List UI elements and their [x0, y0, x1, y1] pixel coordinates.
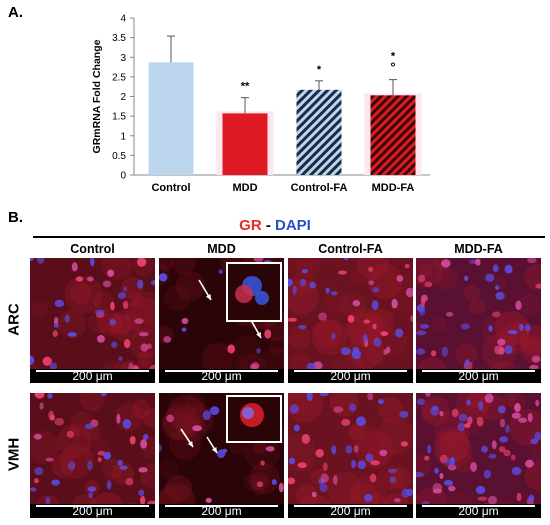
fluorescence-image — [416, 258, 541, 383]
scale-bar: 200 μm — [416, 369, 541, 383]
row-label-arc: ARC — [5, 303, 23, 336]
scale-bar: 200 μm — [288, 369, 413, 383]
scale-bar-label: 200 μm — [330, 369, 371, 383]
micrograph-arc-mdd-fa: 200 μm — [416, 258, 541, 383]
stain-legend: GR - DAPI — [0, 217, 550, 234]
bar-control — [148, 62, 194, 175]
bar-mdd-fa — [370, 95, 416, 175]
significance-marker: ** — [241, 81, 250, 93]
gr-label: GR — [239, 217, 262, 234]
fluorescence-image — [288, 393, 413, 518]
stain-separator: - — [265, 217, 271, 234]
significance-marker: * — [391, 51, 396, 63]
y-tick-label: 1.5 — [112, 112, 126, 123]
x-tick-label: MDD-FA — [372, 182, 415, 194]
panel-a-label: A. — [8, 4, 23, 21]
inset-cell-image — [235, 276, 269, 305]
inset-cell-image — [240, 403, 264, 427]
scale-bar-line — [36, 370, 149, 372]
column-header-mdd: MDD — [207, 242, 236, 256]
micrograph-vmh-mdd-fa: 200 μm — [416, 393, 541, 518]
scale-bar: 200 μm — [159, 504, 284, 518]
micrograph-vmh-control-fa: 200 μm — [288, 393, 413, 518]
magnified-inset — [226, 395, 282, 443]
scale-bar: 200 μm — [288, 504, 413, 518]
x-tick-label: Control — [151, 182, 190, 194]
scale-bar-line — [294, 505, 407, 507]
y-tick-label: 2.5 — [112, 72, 126, 83]
scale-bar: 200 μm — [159, 369, 284, 383]
scale-bar-label: 200 μm — [330, 504, 371, 518]
panel-b-label: B. — [8, 209, 23, 226]
significance-marker: ° — [390, 60, 395, 75]
y-axis-title: GRmRNA Fold Change — [91, 39, 103, 153]
header-rule — [33, 236, 545, 238]
micrograph-arc-mdd: 200 μm — [159, 258, 284, 383]
scale-bar-line — [165, 505, 278, 507]
scale-bar: 200 μm — [416, 504, 541, 518]
scale-bar: 200 μm — [30, 504, 155, 518]
scale-bar-label: 200 μm — [72, 369, 113, 383]
column-header-mdd-fa: MDD-FA — [454, 242, 503, 256]
x-tick-label: Control-FA — [291, 182, 348, 194]
fluorescence-image — [30, 258, 155, 383]
y-tick-label: 4 — [120, 14, 126, 25]
column-header-control: Control — [70, 242, 115, 256]
column-header-control-fa: Control-FA — [318, 242, 383, 256]
scale-bar-line — [36, 505, 149, 507]
scale-bar-label: 200 μm — [458, 504, 499, 518]
y-tick-label: 3 — [120, 53, 126, 64]
y-tick-label: 3.5 — [112, 33, 126, 44]
micrograph-vmh-control: 200 μm — [30, 393, 155, 518]
dapi-label: DAPI — [275, 217, 311, 234]
micrograph-arc-control-fa: 200 μm — [288, 258, 413, 383]
scale-bar-label: 200 μm — [201, 369, 242, 383]
arrow-head — [256, 332, 261, 338]
row-label-vmh: VMH — [5, 437, 23, 472]
arrow-head — [187, 441, 193, 447]
fluorescence-image — [30, 393, 155, 518]
micrograph-arc-control: 200 μm — [30, 258, 155, 383]
scale-bar: 200 μm — [30, 369, 155, 383]
bar-chart: 0 0.5 1 1.5 2 2.5 3 3.5 4 GRmRNA Fold Change Contr… — [91, 14, 430, 194]
arrow-head — [211, 447, 217, 453]
bar-control-fa — [296, 89, 342, 175]
fluorescence-image — [288, 258, 413, 383]
micrograph-vmh-mdd: 200 μm — [159, 393, 284, 518]
arrow-head — [205, 294, 211, 300]
y-tick-label: 0 — [120, 171, 126, 182]
scale-bar-label: 200 μm — [72, 504, 113, 518]
bar-mdd — [222, 113, 268, 175]
scale-bar-label: 200 μm — [458, 369, 499, 383]
scale-bar-label: 200 μm — [201, 504, 242, 518]
scale-bar-line — [294, 370, 407, 372]
y-tick-label: 0.5 — [112, 151, 126, 162]
scale-bar-line — [165, 370, 278, 372]
significance-marker: * — [317, 64, 322, 76]
scale-bar-line — [422, 370, 535, 372]
fluorescence-image — [416, 393, 541, 518]
scale-bar-line — [422, 505, 535, 507]
x-tick-label: MDD — [232, 182, 257, 194]
y-tick-label: 1 — [120, 131, 126, 142]
y-tick-label: 2 — [120, 92, 126, 103]
magnified-inset — [226, 262, 282, 322]
